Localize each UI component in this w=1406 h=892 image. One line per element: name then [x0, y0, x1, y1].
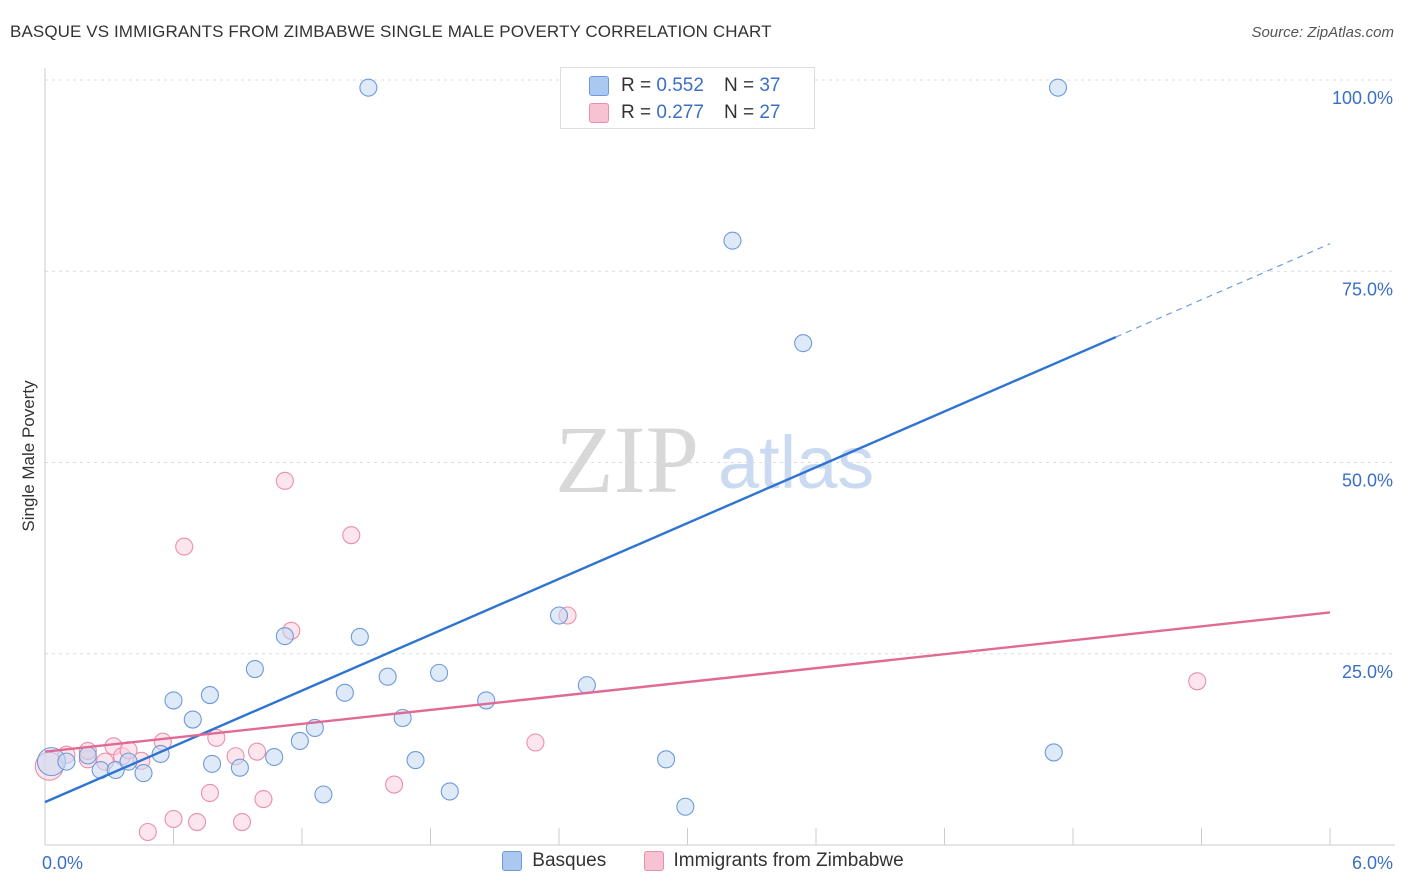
- point-basques: [183, 710, 202, 729]
- trend-line-zimbabwe: [44, 611, 1331, 753]
- stats-n-value: 27: [759, 102, 781, 123]
- stats-r-value: 0.277: [656, 102, 704, 123]
- tick-labels: 25.0% 50.0% 75.0% 100.0% 0.0% 6.0%: [42, 88, 1393, 873]
- point-basques: [350, 627, 369, 646]
- stats-r-label: R =: [621, 75, 652, 96]
- point-basques: [549, 606, 569, 625]
- point-basques: [430, 663, 449, 682]
- stats-r-value: 0.552: [656, 75, 704, 96]
- source-credit: Source: ZipAtlas.com: [1251, 24, 1394, 41]
- point-basques: [200, 686, 219, 705]
- point-basques: [290, 731, 309, 751]
- point-basques: [440, 782, 459, 801]
- legend-label-zimbabwe: Immigrants from Zimbabwe: [673, 850, 904, 871]
- stats-n-label: N =: [723, 75, 755, 96]
- point-basques: [359, 78, 378, 97]
- axes: [44, 68, 1395, 846]
- point-basques: [265, 747, 284, 767]
- legend-swatch-basques: [502, 851, 523, 871]
- trend-line-basques-extension: [1115, 243, 1331, 338]
- grid-lines: [45, 79, 1395, 655]
- chart-title: BASQUE VS IMMIGRANTS FROM ZIMBABWE SINGL…: [10, 22, 772, 41]
- point-basques: [245, 659, 264, 679]
- point-basques: [1048, 78, 1068, 97]
- stats-n-value: 37: [759, 75, 781, 96]
- points-basques: [36, 78, 1068, 816]
- point-basques: [477, 691, 496, 710]
- points-zimbabwe: [34, 471, 1207, 842]
- point-basques: [406, 751, 425, 770]
- point-basques: [57, 752, 76, 771]
- stats-swatch-basques: [589, 76, 609, 96]
- stats-box: R = 0.552 N = 37 R = 0.277 N = 27: [560, 67, 815, 129]
- stats-row-zimbabwe: R = 0.277 N = 27: [589, 100, 780, 126]
- x-tick-label-max: 6.0%: [1352, 853, 1393, 873]
- point-zimbabwe: [275, 471, 294, 490]
- watermark-zip: ZIP: [555, 406, 699, 513]
- y-tick-label: 50.0%: [1342, 471, 1393, 491]
- point-zimbabwe: [247, 742, 267, 761]
- stats-row-basques: R = 0.552 N = 37: [589, 73, 780, 99]
- stats-n-label: N =: [723, 102, 755, 123]
- point-zimbabwe: [200, 783, 219, 803]
- point-basques: [230, 758, 249, 777]
- point-basques: [676, 797, 695, 816]
- y-tick-label: 75.0%: [1342, 279, 1393, 299]
- legend-item-zimbabwe[interactable]: Immigrants from Zimbabwe: [643, 850, 904, 872]
- watermark: ZIP atlas: [555, 406, 874, 513]
- point-basques: [314, 785, 333, 804]
- point-zimbabwe: [342, 526, 361, 545]
- point-basques: [78, 746, 97, 765]
- y-tick-label: 100.0%: [1332, 88, 1393, 108]
- point-zimbabwe: [164, 809, 183, 829]
- point-basques: [134, 764, 153, 783]
- point-basques: [164, 691, 183, 710]
- point-basques: [275, 627, 294, 646]
- legend: Basques Immigrants from Zimbabwe: [0, 850, 1406, 877]
- point-basques: [378, 667, 397, 686]
- point-zimbabwe: [526, 733, 545, 752]
- point-basques: [723, 231, 742, 250]
- point-zimbabwe: [254, 790, 273, 809]
- legend-swatch-zimbabwe: [643, 851, 664, 871]
- legend-label-basques: Basques: [532, 850, 607, 871]
- trend-lines: [44, 243, 1331, 804]
- point-basques: [577, 676, 596, 695]
- point-basques: [657, 750, 676, 769]
- x-tick-label-min: 0.0%: [42, 853, 83, 873]
- trend-line-basques: [44, 335, 1117, 804]
- point-basques: [794, 334, 813, 353]
- y-tick-label: 25.0%: [1342, 662, 1393, 682]
- stats-swatch-zimbabwe: [589, 103, 609, 123]
- point-basques: [203, 754, 222, 773]
- point-zimbabwe: [188, 812, 207, 832]
- point-zimbabwe: [175, 537, 194, 556]
- legend-item-basques[interactable]: Basques: [502, 850, 606, 872]
- y-axis-label: Single Male Poverty: [19, 380, 38, 532]
- point-zimbabwe: [138, 822, 157, 842]
- stats-r-label: R =: [621, 102, 652, 123]
- point-zimbabwe: [232, 812, 252, 832]
- point-zimbabwe: [385, 775, 404, 794]
- point-zimbabwe: [1188, 672, 1207, 691]
- point-basques: [335, 683, 354, 702]
- point-basques: [1044, 743, 1063, 762]
